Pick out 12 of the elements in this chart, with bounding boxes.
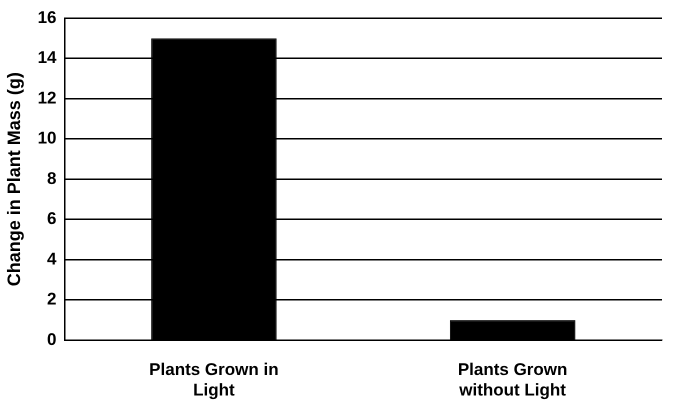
y-tick-label: 14 [38, 48, 58, 68]
y-tick-label: 2 [47, 290, 57, 309]
x-tick-label: Plants Grown in Light [149, 360, 279, 400]
y-tick-label: 8 [47, 168, 57, 188]
y-tick-label: 12 [38, 88, 57, 108]
y-tick-label: 16 [38, 8, 57, 27]
x-tick-label: Plants Grown without Light [458, 360, 568, 400]
y-axis-title: Change in Plant Mass (g) [4, 72, 24, 286]
y-tick-label: 10 [38, 128, 57, 148]
y-tick-label: 0 [47, 330, 57, 349]
y-tick-label: 4 [47, 249, 58, 268]
y-tick-label: 6 [47, 209, 57, 228]
